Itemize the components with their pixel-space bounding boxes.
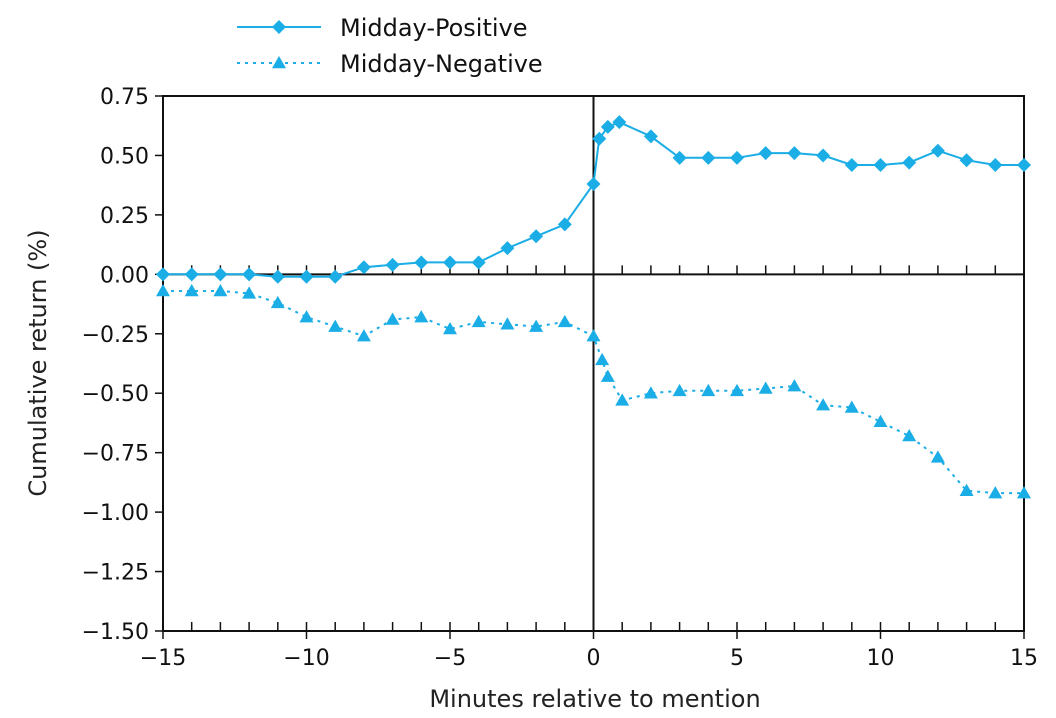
x-tick-label: 15 <box>1010 646 1038 671</box>
data-point-midday-negative <box>156 283 170 297</box>
data-point-midday-positive <box>356 260 371 275</box>
data-point-midday-positive <box>385 257 400 272</box>
y-axis-title: Cumulative return (%) <box>24 229 52 496</box>
data-point-midday-negative <box>844 400 859 413</box>
data-point-midday-negative <box>758 381 773 394</box>
data-point-midday-positive <box>787 146 802 161</box>
data-point-midday-negative <box>299 310 314 323</box>
data-point-midday-positive <box>959 153 974 168</box>
data-point-midday-positive <box>328 269 343 284</box>
data-point-midday-negative <box>557 314 572 328</box>
legend-label-midday-negative: Midday-Negative <box>340 50 543 78</box>
data-point-midday-positive <box>730 150 744 165</box>
data-point-midday-negative <box>242 286 257 299</box>
legend-item-midday-positive: Midday-Positive <box>237 14 528 42</box>
y-tick-label: 0.75 <box>100 85 149 110</box>
data-point-midday-negative <box>529 319 544 332</box>
data-point-midday-negative <box>443 322 457 335</box>
data-point-midday-positive <box>816 148 831 163</box>
data-point-midday-negative <box>500 317 515 330</box>
data-point-midday-negative <box>356 329 371 342</box>
y-tick-label: 0.25 <box>100 204 149 229</box>
data-point-midday-negative <box>600 369 615 382</box>
data-point-midday-positive <box>902 155 917 170</box>
data-point-midday-negative <box>615 393 630 406</box>
data-point-midday-positive <box>270 269 285 284</box>
x-axis: −15 −10 −5 0 5 10 15 <box>140 631 1038 671</box>
data-point-midday-negative <box>730 383 744 397</box>
data-point-midday-positive <box>701 150 716 165</box>
legend-marker-midday-negative <box>272 56 286 69</box>
data-point-midday-positive <box>242 267 257 282</box>
legend-item-midday-negative: Midday-Negative <box>237 50 543 78</box>
data-point-midday-positive <box>612 115 627 130</box>
y-tick-label: −1.00 <box>82 501 149 526</box>
data-point-midday-negative <box>902 429 917 442</box>
series-layer <box>156 115 1031 499</box>
data-point-midday-positive <box>414 255 429 270</box>
data-point-midday-positive <box>586 176 601 191</box>
data-point-midday-positive <box>930 143 945 158</box>
data-point-midday-positive <box>471 255 486 270</box>
y-tick-label: −1.50 <box>82 620 149 645</box>
data-point-midday-positive <box>592 131 607 146</box>
data-point-midday-negative <box>672 383 687 397</box>
data-point-midday-negative <box>184 283 199 297</box>
data-point-midday-positive <box>758 146 773 161</box>
data-point-midday-negative <box>701 383 716 397</box>
y-tick-label: 0.50 <box>100 144 149 169</box>
data-point-midday-positive <box>443 255 457 270</box>
data-point-midday-positive <box>557 217 572 232</box>
x-tick-label: −15 <box>140 646 186 671</box>
data-point-midday-negative <box>787 379 802 392</box>
data-point-midday-positive <box>184 267 199 282</box>
data-point-midday-negative <box>471 314 486 328</box>
data-point-midday-negative <box>328 319 343 332</box>
y-tick-label: −1.25 <box>82 561 149 586</box>
data-point-midday-negative <box>988 486 1003 499</box>
y-axis: 0.75 0.50 0.25 0.00 −0.25 −0.50 −0.75 −1.00 −1.2… <box>82 85 163 645</box>
data-point-midday-positive <box>844 157 859 172</box>
data-point-midday-positive <box>672 150 687 165</box>
data-point-midday-negative <box>643 386 658 399</box>
x-tick-label: 0 <box>587 646 601 671</box>
data-point-midday-positive <box>873 157 888 172</box>
data-point-midday-positive <box>213 267 228 282</box>
data-point-midday-negative <box>270 295 285 309</box>
y-tick-label: −0.75 <box>82 442 149 467</box>
data-point-midday-positive <box>299 269 314 284</box>
y-tick-label: −0.50 <box>82 382 149 407</box>
data-point-midday-negative <box>385 312 400 325</box>
series-line-midday-negative <box>163 290 1024 495</box>
data-point-midday-negative <box>873 414 888 428</box>
data-point-midday-positive <box>500 241 515 256</box>
data-point-midday-negative <box>414 310 429 323</box>
data-point-midday-positive <box>529 229 544 244</box>
data-point-midday-negative <box>1017 486 1031 499</box>
data-point-midday-negative <box>595 352 610 366</box>
data-point-midday-negative <box>213 283 228 297</box>
data-point-midday-positive <box>1017 157 1031 172</box>
x-axis-title: Minutes relative to mention <box>429 685 760 713</box>
data-point-midday-negative <box>959 483 974 496</box>
data-point-midday-positive <box>988 157 1003 172</box>
data-point-midday-negative <box>586 329 601 342</box>
data-point-midday-positive <box>156 267 170 282</box>
x-tick-label: 10 <box>867 646 895 671</box>
data-point-midday-negative <box>930 450 945 463</box>
data-point-midday-positive <box>643 129 658 144</box>
y-tick-label: −0.25 <box>82 323 149 348</box>
x-tick-label: −10 <box>283 646 329 671</box>
x-tick-label: −5 <box>434 646 466 671</box>
legend-marker-midday-positive <box>272 20 286 34</box>
y-tick-label: 0.00 <box>100 263 149 288</box>
legend-label-midday-positive: Midday-Positive <box>340 14 528 42</box>
x-tick-label: 5 <box>730 646 744 671</box>
data-point-midday-negative <box>816 398 831 411</box>
legend: Midday-Positive Midday-Negative <box>237 14 543 78</box>
data-point-midday-positive <box>600 119 615 134</box>
